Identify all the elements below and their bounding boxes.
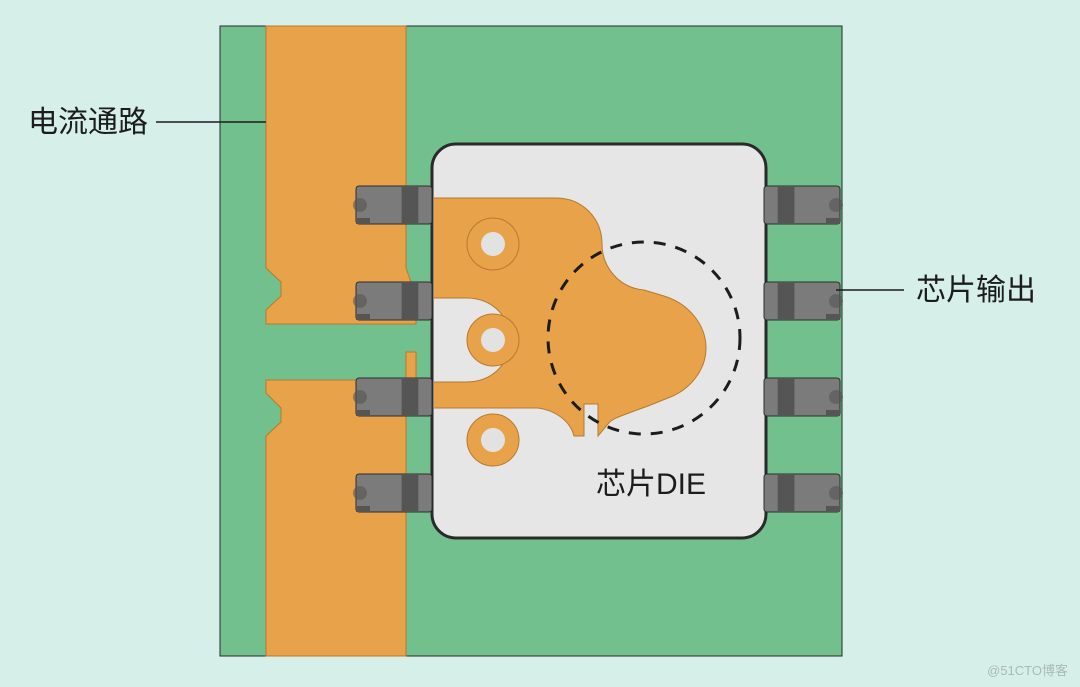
- chip-output-label: 芯片输出: [916, 274, 1036, 307]
- copper-trace-top: [266, 26, 416, 324]
- die-label: 芯片DIE: [596, 468, 706, 501]
- pin-left-0: [353, 186, 432, 224]
- pin-right-2: [764, 378, 843, 416]
- leadframe-bump-hole-1: [481, 328, 505, 352]
- leadframe-bump-hole-2: [481, 428, 505, 452]
- pin-right-1: [764, 282, 843, 320]
- pin-left-2: [353, 378, 432, 416]
- pin-left-3: [353, 474, 432, 512]
- hall-sensor-diagram: 芯片DIE 电流通路芯片输出: [0, 0, 1080, 687]
- pin-right-0: [764, 186, 843, 224]
- watermark-text: @51CTO博客: [987, 660, 1068, 679]
- leadframe-bump-hole-0: [481, 232, 505, 256]
- pin-right-3: [764, 474, 843, 512]
- current-path-label: 电流通路: [28, 106, 148, 139]
- pin-left-1: [353, 282, 432, 320]
